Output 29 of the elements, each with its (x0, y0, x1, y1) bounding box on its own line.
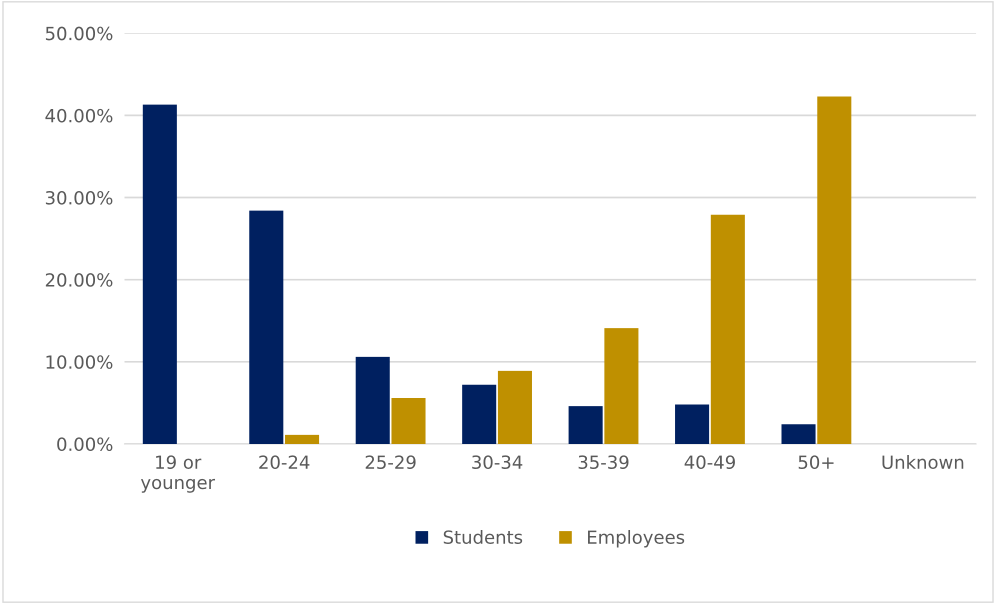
x-tick-label: 25-29 (366, 455, 416, 470)
x-tick-label: 35-39 (578, 455, 628, 470)
bar (391, 398, 426, 444)
x-tick-label: 50+ (798, 455, 834, 470)
bar (356, 356, 390, 444)
bar (498, 370, 532, 444)
legend-label: Employees (588, 530, 684, 548)
bar (142, 104, 177, 444)
bar (462, 384, 496, 444)
bar (675, 404, 710, 444)
bar (604, 328, 638, 444)
bar (249, 210, 284, 444)
bar (817, 96, 852, 444)
x-tick-label: 30-34 (472, 455, 522, 470)
bar (568, 406, 603, 444)
y-tick-label: 40.00% (45, 108, 112, 122)
x-tick-label: 40-49 (684, 455, 735, 470)
y-tick-label: 20.00% (46, 273, 112, 287)
x-tick-label: 20-24 (259, 455, 310, 470)
x-tick-label: Unknown (882, 455, 964, 470)
y-tick-label: 10.00% (46, 355, 112, 369)
y-tick-label: 30.00% (46, 190, 112, 205)
y-tick-label: 0.00% (57, 437, 112, 452)
bar (285, 434, 320, 444)
bar (710, 214, 745, 444)
x-tick-label: 19 or younger (140, 455, 216, 493)
y-tick-label: 50.00% (46, 26, 112, 40)
legend-label: Students (444, 530, 522, 544)
bar (781, 424, 816, 444)
